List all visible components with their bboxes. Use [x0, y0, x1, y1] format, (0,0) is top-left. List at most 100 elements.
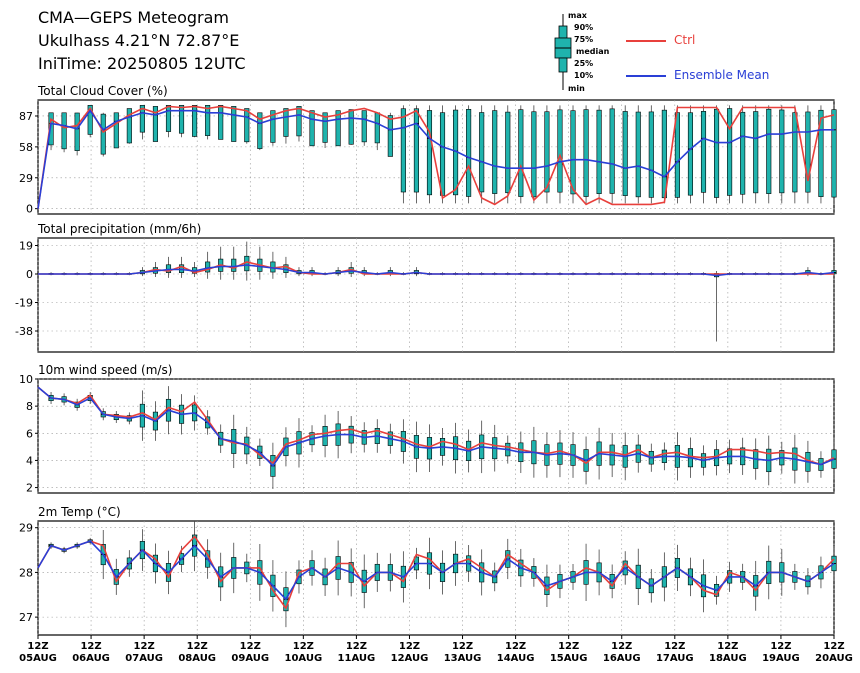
ensemble-box	[831, 109, 837, 198]
panel-0: Total Cloud Cover (%) 0 29 58 87	[19, 84, 837, 216]
ensemble-box	[426, 110, 433, 196]
ensemble-box	[792, 112, 798, 193]
location-label: Ukulhass 4.21°N 72.87°E	[38, 31, 240, 50]
ensemble-box	[753, 111, 759, 194]
y-tick-label: 0	[26, 268, 33, 281]
ensemble-box	[139, 105, 145, 133]
ensemble-box	[479, 112, 485, 193]
ensemble-box	[113, 112, 119, 149]
y-tick-label: 4	[26, 454, 33, 467]
ensemble-box	[413, 108, 419, 193]
y-tick-label: 87	[19, 110, 33, 123]
x-tick-label-time: 12Z	[611, 641, 632, 652]
panel-1: Total precipitation (mm/6h) 19 0 -19 -38	[15, 222, 837, 353]
x-tick-label-time: 12Z	[399, 641, 420, 652]
ctrl-line	[37, 386, 835, 466]
ensemble-box	[805, 111, 811, 193]
init-time-label: IniTime: 20250805 12UTC	[38, 54, 246, 73]
y-tick-label: -19	[15, 297, 33, 310]
x-tick-label-date: 07AUG	[125, 653, 163, 664]
y-tick-label: 19	[19, 240, 33, 253]
x-tick-label-date: 08AUG	[178, 653, 216, 664]
ensemble-box	[74, 112, 80, 151]
ensemble-box	[322, 112, 328, 143]
ensemble-box	[100, 113, 106, 155]
y-tick-label: 29	[19, 522, 33, 535]
ensemble-box	[648, 111, 654, 198]
ensemble-box	[766, 108, 772, 194]
y-tick-label: 2	[26, 482, 33, 495]
x-tick-label-date: 15AUG	[550, 653, 588, 664]
legend-boxplot-icon	[554, 14, 572, 90]
ensemble-mean-line	[37, 386, 835, 468]
ensemble-box	[283, 108, 289, 137]
ensemble-box	[466, 109, 472, 197]
ensemble-box	[126, 108, 132, 144]
legend-ctrl-label: Ctrl	[674, 33, 696, 47]
ensemble-box	[661, 109, 667, 199]
ensemble-box	[557, 109, 563, 193]
ctrl-line	[37, 535, 835, 610]
ensemble-box	[387, 115, 393, 157]
legend-min-label: min	[568, 84, 585, 93]
x-tick-label-time: 12Z	[452, 641, 473, 652]
panel-3: 2m Temp (°C) 27 28 29	[19, 505, 837, 636]
x-tick-label-time: 12Z	[240, 641, 261, 652]
plot-frame	[37, 237, 835, 353]
x-tick-label-date: 14AUG	[497, 653, 535, 664]
ensemble-box	[87, 105, 93, 135]
x-tick-label-time: 12Z	[770, 641, 791, 652]
legend-mean-label: Ensemble Mean	[674, 68, 770, 82]
x-tick-label-date: 06AUG	[72, 653, 110, 664]
x-tick-label-date: 19AUG	[762, 653, 800, 664]
panel-title: 2m Temp (°C)	[38, 505, 121, 519]
x-tick-label-time: 12Z	[717, 641, 738, 652]
x-tick-label-date: 20AUG	[815, 653, 853, 664]
legend-mean-line	[626, 75, 666, 77]
ensemble-box	[309, 110, 315, 147]
x-tick-label-date: 17AUG	[656, 653, 694, 664]
plot-frame	[37, 520, 835, 636]
y-tick-label: -38	[15, 325, 33, 338]
x-tick-label-date: 05AUG	[19, 653, 57, 664]
legend-p75-label: 75%	[574, 35, 594, 44]
ensemble-box	[609, 108, 615, 194]
legend-median-label: median	[576, 47, 610, 56]
ensemble-box	[335, 110, 341, 147]
x-tick-label-time: 12Z	[823, 641, 844, 652]
legend-p10-label: 10%	[574, 71, 594, 80]
ensemble-box	[492, 110, 498, 194]
ensemble-box	[583, 109, 589, 197]
x-tick-label-time: 12Z	[505, 641, 526, 652]
x-tick-label-time: 12Z	[664, 641, 685, 652]
x-tick-label-time: 12Z	[80, 641, 101, 652]
ensemble-box	[400, 108, 406, 193]
legend: max 90% 75% median 25% 10% min Ctrl Ense…	[552, 8, 812, 96]
ensemble-box	[270, 110, 276, 143]
x-tick-label-date: 16AUG	[603, 653, 641, 664]
x-tick-label-time: 12Z	[346, 641, 367, 652]
y-tick-label: 6	[26, 427, 33, 440]
y-tick-label: 10	[19, 373, 33, 386]
y-tick-label: 58	[19, 141, 33, 154]
ensemble-box	[244, 108, 250, 143]
x-tick-label-date: 10AUG	[284, 653, 322, 664]
x-tick-label-date: 12AUG	[391, 653, 429, 664]
ensemble-box	[740, 111, 746, 195]
y-tick-label: 29	[19, 172, 33, 185]
panel-title: Total Cloud Cover (%)	[37, 84, 168, 98]
ensemble-box	[531, 111, 537, 198]
y-tick-label: 28	[19, 566, 33, 579]
panel-title: 10m wind speed (m/s)	[38, 363, 172, 377]
x-tick-label-time: 12Z	[187, 641, 208, 652]
x-tick-label-time: 12Z	[293, 641, 314, 652]
ensemble-box	[818, 109, 824, 197]
x-tick-label-date: 13AUG	[444, 653, 482, 664]
legend-p25-label: 25%	[574, 59, 594, 68]
panel-2: 10m wind speed (m/s) 2 4 6 8 10	[19, 363, 837, 495]
x-tick-label-time: 12Z	[134, 641, 155, 652]
page-title: CMA—GEPS Meteogram	[38, 8, 229, 27]
ensemble-mean-line	[38, 264, 835, 277]
ensemble-box	[727, 108, 733, 196]
